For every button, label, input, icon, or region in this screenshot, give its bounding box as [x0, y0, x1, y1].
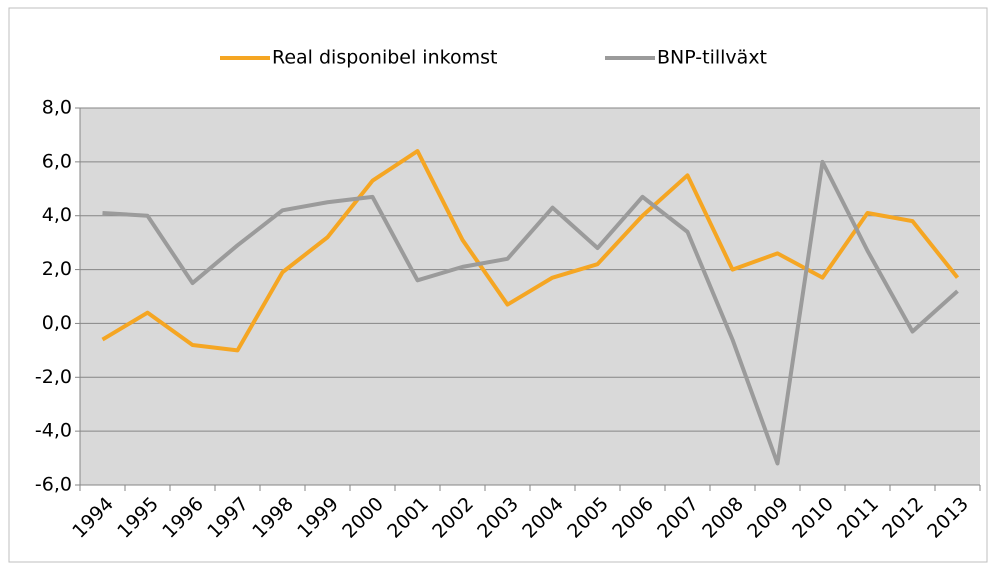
y-tick-label: 6,0 [42, 150, 72, 172]
y-tick-label: 4,0 [42, 204, 72, 226]
y-tick-label: 8,0 [42, 97, 72, 119]
y-tick-label: -4,0 [35, 420, 72, 442]
legend-label: Real disponibel inkomst [272, 47, 497, 69]
series-line [101, 149, 960, 353]
y-tick-label: 2,0 [42, 258, 72, 280]
series-line [102, 159, 959, 466]
y-tick-label: -6,0 [35, 474, 72, 496]
legend-label: BNP-tillväxt [657, 47, 767, 69]
y-tick-label: -2,0 [35, 366, 72, 388]
y-tick-label: 0,0 [42, 312, 72, 334]
plot-area [80, 108, 980, 485]
